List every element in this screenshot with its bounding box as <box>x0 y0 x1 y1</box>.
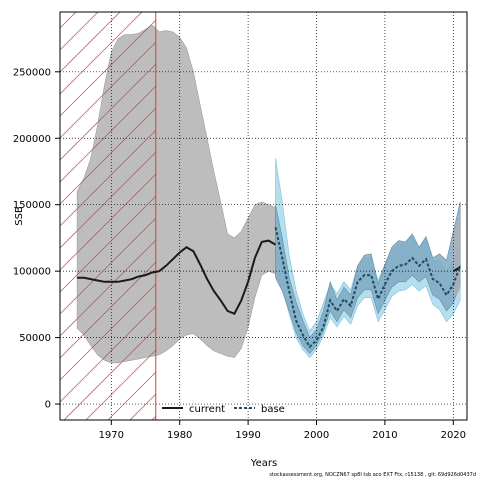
series-line-current-end <box>452 266 461 273</box>
x-tick-label: 2010 <box>372 430 397 441</box>
current-confidence-band-end <box>453 207 461 298</box>
y-tick-label: 150000 <box>13 200 51 211</box>
y-axis-ticks: 0 50000 100000 150000 200000 250000 <box>13 67 60 411</box>
y-tick-label: 50000 <box>19 333 51 344</box>
legend-label-current: current <box>189 404 225 415</box>
x-tick-label: 2020 <box>441 430 466 441</box>
y-tick-label: 250000 <box>13 67 51 78</box>
series-line-base <box>274 227 462 349</box>
grid-lines <box>60 12 467 420</box>
y-axis-title: SSB <box>14 206 25 226</box>
legend: current base <box>162 404 285 415</box>
x-tick-label: 1990 <box>235 430 260 441</box>
y-tick-label: 0 <box>45 400 51 411</box>
series-line-current <box>77 239 277 315</box>
x-axis-title: Years <box>250 458 277 469</box>
legend-label-base: base <box>261 404 285 415</box>
y-tick-label: 200000 <box>13 134 51 145</box>
x-tick-label: 2000 <box>304 430 329 441</box>
y-tick-label: 100000 <box>13 267 51 278</box>
series-lines <box>77 227 462 349</box>
x-tick-label: 1970 <box>99 430 124 441</box>
plot-frame <box>59 11 468 421</box>
excluded-period-hatch <box>59 11 157 421</box>
footer-note: stockassessment.org, NOCZN67 sp8I tsb ac… <box>269 472 476 478</box>
x-tick-label: 1980 <box>167 430 192 441</box>
excluded-period-area <box>59 11 157 421</box>
x-axis-ticks: 1970 1980 1990 2000 2010 2020 <box>99 420 466 441</box>
